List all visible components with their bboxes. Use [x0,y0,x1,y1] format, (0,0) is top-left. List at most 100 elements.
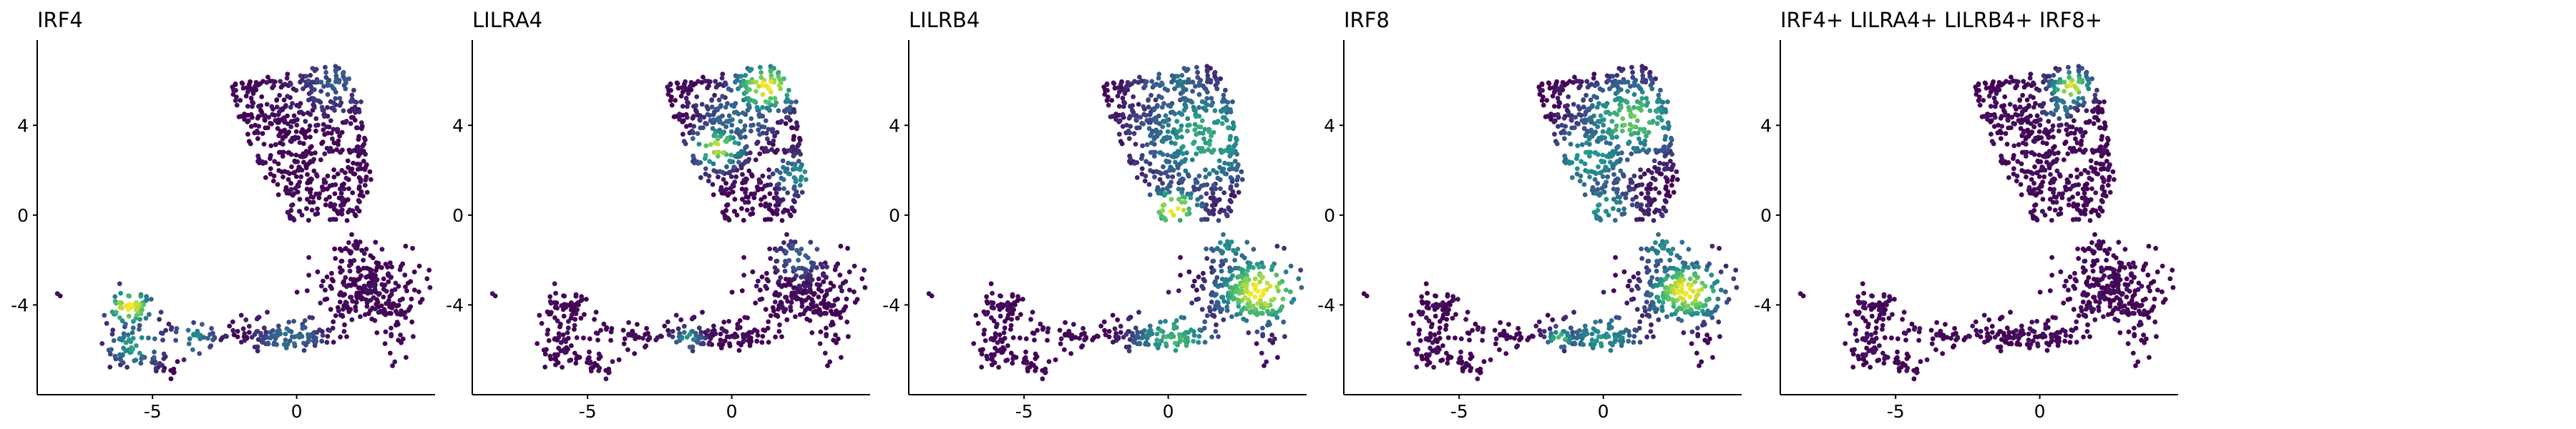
scatter-point [343,86,348,92]
scatter-point [732,209,738,214]
scatter-point [1137,125,1142,131]
scatter-point [1144,142,1150,147]
scatter-point [777,170,783,175]
scatter-point [778,246,783,252]
scatter-points [489,64,868,382]
scatter-point [308,84,314,90]
scatter-point [1212,307,1217,312]
scatter-point [807,318,813,323]
scatter-point [1169,209,1174,214]
scatter-point [1640,76,1646,82]
scatter-point [190,347,195,352]
scatter-point [1601,117,1606,122]
scatter-point [1619,68,1624,74]
scatter-point [343,275,348,280]
scatter-point [1236,274,1242,279]
scatter-point [707,113,713,118]
scatter-point [1642,138,1648,144]
scatter-point [772,96,778,101]
scatter-point [1629,151,1634,157]
scatter-point [368,288,373,294]
scatter-point [346,240,351,245]
scatter-point [565,330,570,335]
scatter-point [393,302,399,308]
scatter-point [1562,315,1567,321]
scatter-point [1561,136,1567,142]
scatter-point [699,102,705,107]
scatter-point [776,307,781,312]
scatter-point [298,174,304,179]
scatter-point [1433,313,1438,319]
scatter-point [784,317,790,322]
scatter-point [1614,145,1619,151]
scatter-point [756,112,762,118]
scatter-point [1649,197,1654,203]
scatter-point [339,182,345,188]
scatter-point [1600,129,1606,134]
scatter-point [709,104,715,110]
scatter-point [723,104,728,110]
scatter-point [411,334,416,340]
scatter-point [1184,342,1189,348]
scatter-point [289,203,294,208]
scatter-point [305,197,310,202]
scatter-point [622,336,628,342]
scatter-point [753,79,759,85]
scatter-point [158,330,164,335]
x-tick-label: -5 [1015,401,1033,422]
scatter-point [318,283,324,289]
scatter-point [161,356,167,361]
scatter-point [1015,315,1020,321]
scatter-point [808,273,813,278]
scatter-point [1117,132,1122,137]
scatter-point [824,265,829,270]
scatter-point [785,190,791,195]
scatter-point [280,174,286,179]
scatter-point [1196,104,1201,110]
scatter-point [734,212,740,218]
scatter-point [296,104,302,109]
scatter-point [427,285,433,290]
scatter-point [158,310,164,315]
scatter-point [2074,340,2079,345]
scatter-point [620,327,626,333]
scatter-point [286,150,292,155]
scatter-point [338,190,344,196]
x-tick-label: -5 [1450,401,1468,422]
scatter-point [749,330,755,335]
scatter-point [368,270,374,276]
scatter-point [741,177,747,183]
scatter-point [771,138,776,144]
scatter-point [270,178,276,184]
scatter-point [838,284,843,290]
scatter-point [1206,129,1212,134]
scatter-point [712,92,717,98]
scatter-point [266,114,272,120]
scatter-point [1451,297,1456,302]
scatter-point [308,176,313,182]
scatter-point [300,127,306,132]
scatter-point [2076,256,2082,261]
scatter-point [728,152,734,158]
scatter-point [1161,101,1166,107]
scatter-point [726,113,732,119]
scatter-point [288,181,293,186]
scatter-point [775,268,780,273]
scatter-point [1582,192,1588,197]
scatter-point [1120,112,1126,117]
scatter-point [626,332,631,338]
scatter-point [1035,327,1040,333]
scatter-point [1596,164,1601,169]
scatter-point [809,302,814,307]
scatter-point [291,113,297,119]
panel-title: IRF8 [1344,8,1390,32]
scatter-point [364,300,370,305]
scatter-point [364,162,369,167]
scatter-point [1181,107,1187,113]
scatter-point [1234,165,1239,171]
scatter-point [358,295,364,300]
scatter-point [1419,294,1425,300]
scatter-point [1622,122,1627,128]
scatter-point [766,207,772,212]
